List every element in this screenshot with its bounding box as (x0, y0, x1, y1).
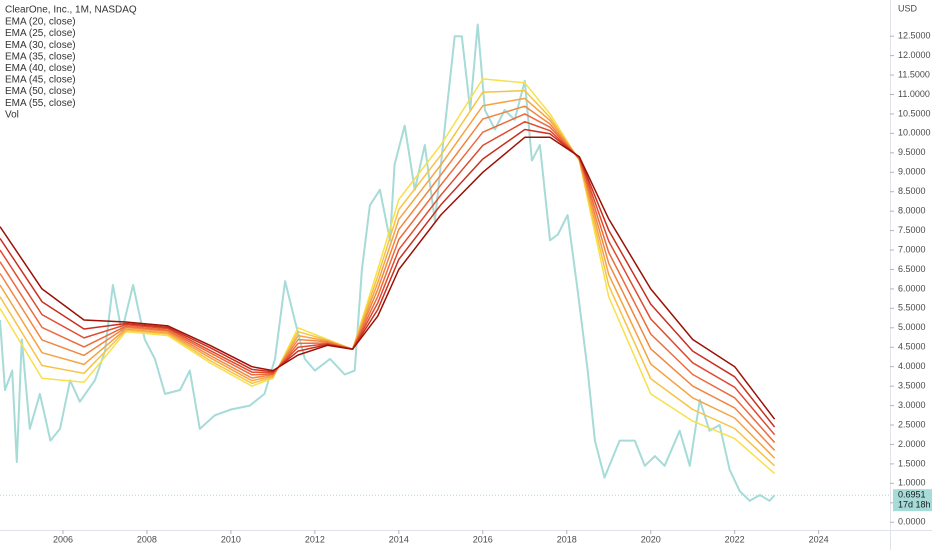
y-tick-label: 6.5000 (898, 264, 926, 274)
series-line (0, 113, 776, 443)
x-tick-label: 2006 (53, 534, 73, 544)
series-line (0, 78, 776, 475)
y-tick-label: 6.0000 (898, 283, 926, 293)
y-tick-label: 2.5000 (898, 419, 926, 429)
series-line (0, 23, 776, 502)
y-tick-label: 9.5000 (898, 147, 926, 157)
y-tick-label: 3.5000 (898, 381, 926, 391)
y-tick-label: 3.0000 (898, 400, 926, 410)
y-tick-label: 10.0000 (898, 128, 931, 138)
x-tick-label: 2010 (221, 534, 241, 544)
x-tick-label: 2014 (389, 534, 409, 544)
y-tick-label: 4.5000 (898, 342, 926, 352)
y-tick-label: 12.0000 (898, 50, 931, 60)
y-tick-label: 5.5000 (898, 303, 926, 313)
y-tick-label: 11.5000 (898, 69, 930, 79)
y-tick-label: 7.5000 (898, 225, 926, 235)
legend-title: ClearOne, Inc., 1M, NASDAQ (5, 5, 137, 16)
legend-entry: EMA (20, close) (5, 17, 76, 28)
y-tick-label: 12.5000 (898, 31, 931, 41)
series-line (0, 89, 776, 467)
series-line (0, 105, 776, 451)
y-tick-label: 2.0000 (898, 439, 926, 449)
x-tick-label: 2008 (137, 534, 157, 544)
y-tick-label: 11.0000 (898, 89, 930, 99)
y-tick-label: 1.0000 (898, 478, 926, 488)
x-tick-label: 2012 (305, 534, 325, 544)
series-line (0, 136, 776, 420)
legend-entry: EMA (25, close) (5, 28, 76, 39)
y-tick-label: 7.0000 (898, 244, 926, 254)
series-line (0, 128, 776, 428)
y-tick-label: 0.0000 (898, 517, 926, 527)
legend-entry: EMA (45, close) (5, 75, 76, 86)
series-line (0, 120, 776, 436)
legend-entry: EMA (35, close) (5, 51, 76, 62)
y-tick-label: 9.0000 (898, 167, 926, 177)
y-tick-label: 8.0000 (898, 206, 926, 216)
y-tick-label: 10.5000 (898, 108, 931, 118)
legend-entry: Vol (5, 109, 19, 120)
series-line (0, 97, 776, 459)
x-tick-label: 2016 (473, 534, 493, 544)
x-tick-label: 2024 (809, 534, 829, 544)
legend-entry: EMA (50, close) (5, 86, 76, 97)
x-tick-label: 2022 (725, 534, 745, 544)
x-tick-label: 2018 (557, 534, 577, 544)
y-tick-label: 1.5000 (898, 458, 926, 468)
legend-entry: EMA (40, close) (5, 63, 76, 74)
legend-entry: EMA (30, close) (5, 40, 76, 51)
last-price-label: 0.6951 (898, 490, 926, 500)
y-tick-label: 4.0000 (898, 361, 926, 371)
y-tick-label: 5.0000 (898, 322, 926, 332)
last-price-box (893, 489, 932, 512)
legend-entry: EMA (55, close) (5, 98, 76, 109)
countdown-label: 17d 18h (898, 500, 931, 510)
x-tick-label: 2020 (641, 534, 661, 544)
axis-unit: USD (898, 3, 918, 13)
y-tick-label: 8.5000 (898, 186, 926, 196)
